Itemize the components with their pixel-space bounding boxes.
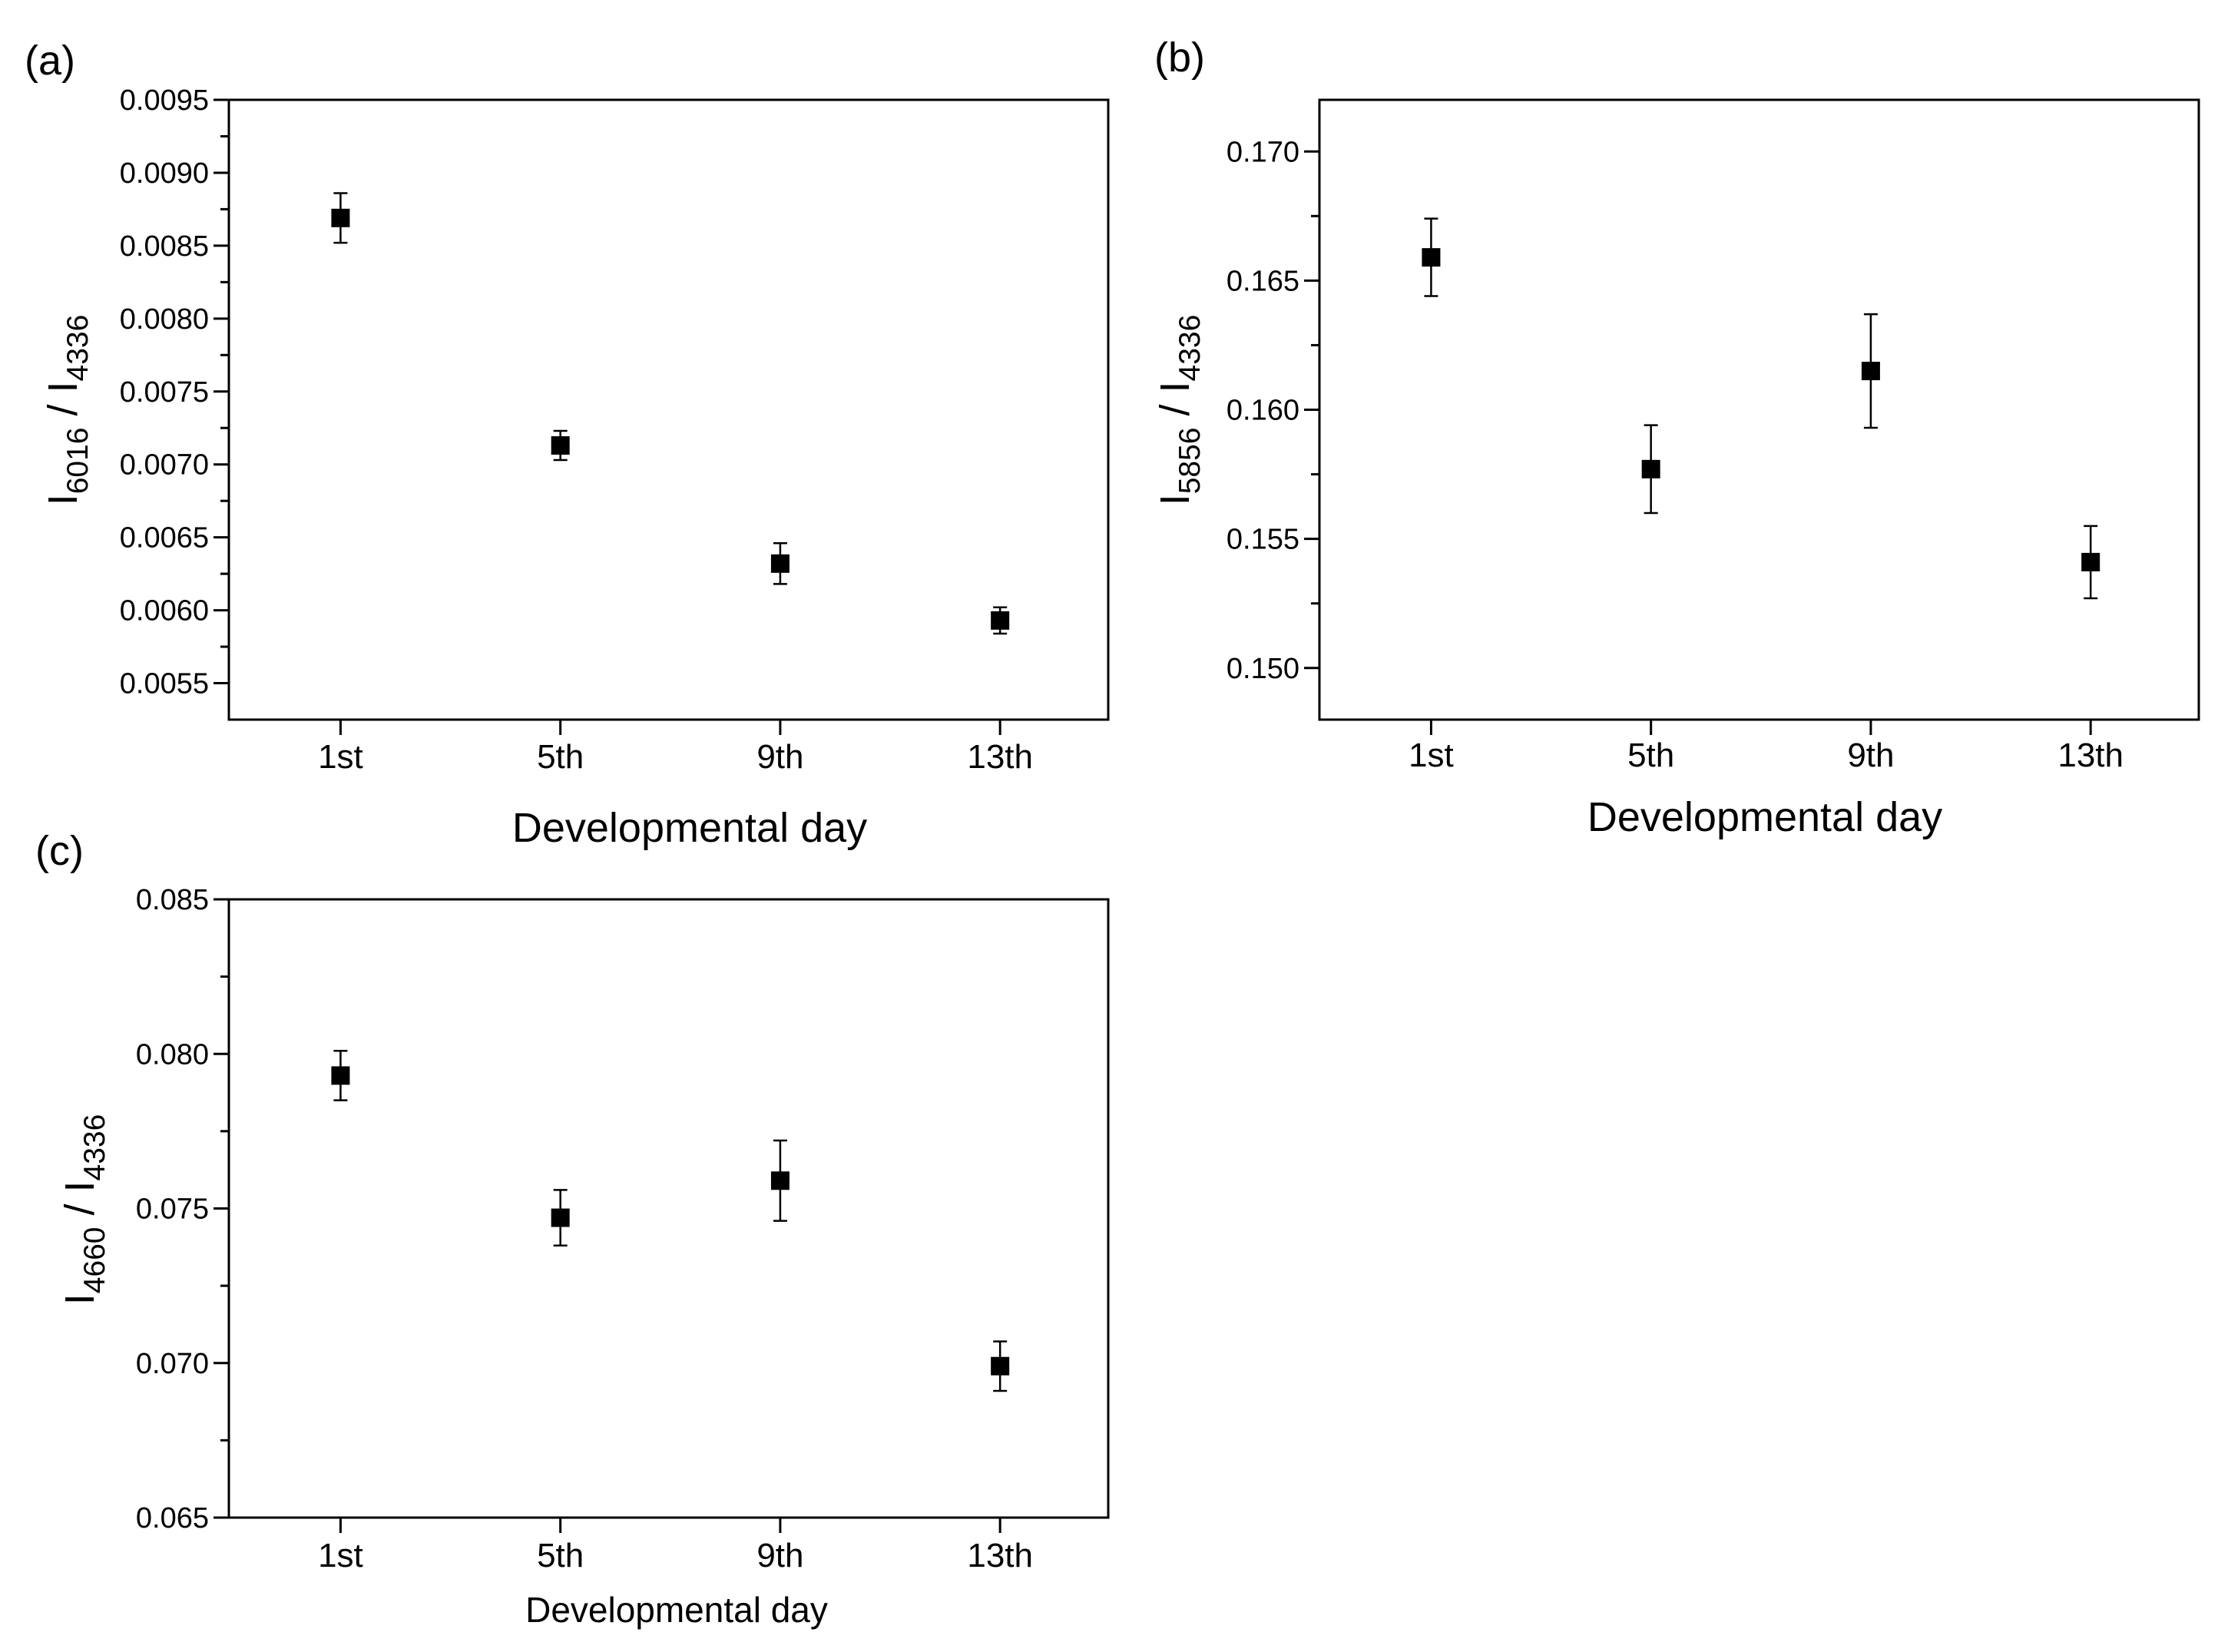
y-tick-label: 0.080 <box>136 1038 209 1071</box>
y-tick-label: 0.065 <box>136 1502 209 1534</box>
y-label-text: / <box>57 1192 103 1227</box>
x-tick-label: 13th <box>2057 737 2124 774</box>
x-axis-label: Developmental day <box>1587 794 1942 840</box>
panel-b-label: (b) <box>1154 35 1205 81</box>
x-tick-label: 5th <box>537 1537 584 1574</box>
y-tick-label: 0.0080 <box>120 303 209 336</box>
x-tick-label: 9th <box>756 1537 803 1574</box>
y-tick-label: 0.0085 <box>120 230 209 263</box>
x-axis-label: Developmental day <box>512 805 867 851</box>
x-tick-label: 9th <box>756 738 803 776</box>
y-label-text: I <box>1152 381 1198 392</box>
y-label-subscript: 4336 <box>1174 315 1207 382</box>
y-tick-label: 0.0070 <box>120 449 209 482</box>
data-point-marker <box>551 436 570 455</box>
data-point-marker <box>770 1171 790 1190</box>
chart-a: 0.0055 0.0060 0.0065 0.0070 0.0075 0.0080 0.00… <box>40 84 1110 851</box>
y-tick-label: 0.160 <box>1227 395 1299 427</box>
y-tick-label: 0.070 <box>136 1348 209 1380</box>
x-tick-label: 1st <box>1409 737 1454 774</box>
y-tick-label: 0.165 <box>1227 265 1299 297</box>
data-point-marker <box>331 208 350 227</box>
plot-frame <box>227 98 1110 721</box>
y-tick-label: 0.0060 <box>120 595 209 627</box>
y-label-text: / <box>40 392 86 427</box>
data-point-marker <box>1422 248 1441 267</box>
y-tick-label: 0.0065 <box>120 522 209 555</box>
chart-c: 0.065 0.070 0.075 0.080 0.085 1st 5th 9th 13th De… <box>57 884 1110 1630</box>
y-axis-label: I4660 / I4336 <box>57 1114 111 1306</box>
y-tick-label: 0.170 <box>1227 136 1299 168</box>
data-point-marker <box>770 554 790 573</box>
y-label-subscript: 4336 <box>61 315 94 382</box>
data-point-marker <box>991 611 1010 630</box>
x-tick-label: 9th <box>1847 737 1894 774</box>
x-axis-label: Developmental day <box>525 1590 828 1630</box>
y-tick-label: 0.155 <box>1227 524 1299 556</box>
panel-b: (b) <box>1154 35 1205 81</box>
y-tick-label: 0.0090 <box>120 157 209 190</box>
y-label-subscript: 4660 <box>78 1227 111 1294</box>
data-point-marker <box>551 1208 570 1227</box>
y-tick-label: 0.0075 <box>120 376 209 409</box>
y-axis-label: I5856 / I4336 <box>1152 315 1207 506</box>
y-label-text: I <box>40 381 86 392</box>
y-label-text: I <box>1152 494 1198 505</box>
chart-b: 0.150 0.155 0.160 0.165 0.170 1st 5th 9th 13th De… <box>1152 98 2200 840</box>
y-label-subscript: 5856 <box>1174 428 1207 495</box>
y-tick-label: 0.0095 <box>120 84 209 117</box>
y-tick-label: 0.150 <box>1227 653 1299 685</box>
plot-frame <box>227 898 1110 1519</box>
panel-c: (c) <box>35 828 84 874</box>
data-point-marker <box>331 1066 350 1085</box>
x-tick-label: 5th <box>1627 737 1674 774</box>
panel-a: (a) <box>25 38 75 84</box>
y-tick-label: 0.075 <box>136 1193 209 1226</box>
y-label-text: / <box>1152 392 1198 427</box>
y-label-subscript: 4336 <box>78 1114 111 1181</box>
y-tick-label: 0.085 <box>136 884 209 916</box>
x-tick-label: 1st <box>318 738 363 776</box>
data-point-marker <box>2081 552 2100 571</box>
y-label-subscript: 6016 <box>61 428 94 495</box>
x-tick-label: 1st <box>318 1537 363 1574</box>
data-point-marker <box>991 1356 1010 1376</box>
y-axis-label: I6016 / I4336 <box>40 315 94 506</box>
panel-a-label: (a) <box>25 38 75 84</box>
y-label-text: I <box>57 1293 103 1305</box>
data-point-marker <box>1641 459 1660 478</box>
data-point-marker <box>1861 362 1880 381</box>
plot-frame <box>1318 98 2200 721</box>
panel-c-label: (c) <box>35 828 84 874</box>
y-tick-label: 0.0055 <box>120 668 209 700</box>
y-label-text: I <box>40 494 86 505</box>
y-label-text: I <box>57 1180 103 1192</box>
x-tick-label: 13th <box>967 1537 1033 1574</box>
x-tick-label: 5th <box>537 738 584 776</box>
x-tick-label: 13th <box>967 738 1033 776</box>
